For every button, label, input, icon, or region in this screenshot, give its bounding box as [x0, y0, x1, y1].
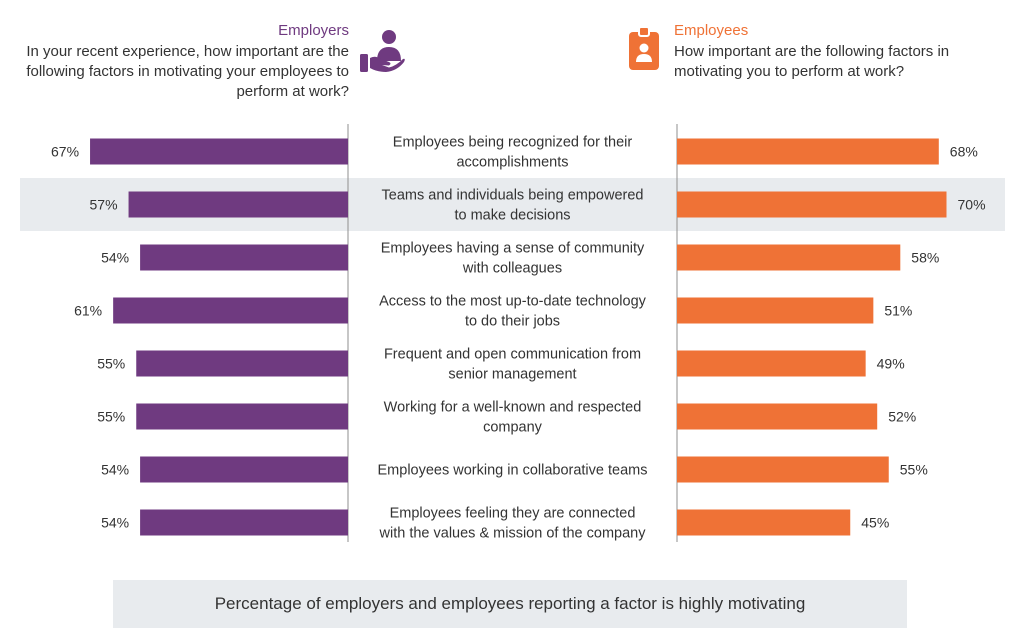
- factor-label: accomplishments: [456, 155, 568, 171]
- factor-label: to make decisions: [454, 208, 570, 224]
- employers-bar: [140, 244, 348, 271]
- employees-value-label: 58%: [911, 250, 939, 266]
- employers-value-label: 54%: [101, 250, 129, 266]
- employers-bar: [136, 350, 348, 377]
- employees-value-label: 52%: [888, 409, 916, 425]
- employees-bar: [677, 456, 889, 483]
- employers-value-label: 57%: [90, 197, 118, 213]
- employees-bar: [677, 244, 901, 271]
- employers-value-label: 67%: [51, 144, 79, 160]
- hand-holding-person-icon: [360, 30, 405, 72]
- employees-value-label: 55%: [900, 462, 928, 478]
- employees-header: Employees How important are the followin…: [674, 20, 1014, 82]
- factor-label: with the values & mission of the company: [379, 526, 647, 542]
- factor-label: Employees working in collaborative teams: [378, 463, 648, 479]
- employers-bar: [140, 456, 348, 483]
- factor-label: Employees having a sense of community: [381, 241, 645, 257]
- factor-label: Working for a well-known and respected: [384, 400, 642, 416]
- factor-label: senior management: [448, 367, 576, 383]
- chart-caption-text: Percentage of employers and employees re…: [214, 594, 806, 613]
- factor-label: Employees being recognized for their: [393, 135, 633, 151]
- factor-label: to do their jobs: [465, 314, 560, 330]
- employees-bar: [677, 350, 866, 377]
- employers-value-label: 55%: [97, 356, 125, 372]
- employees-bar: [677, 138, 939, 165]
- factor-label: Access to the most up-to-date technology: [379, 294, 647, 310]
- employees-value-label: 70%: [958, 197, 986, 213]
- employers-bar: [140, 509, 348, 536]
- employees-value-label: 68%: [950, 144, 978, 160]
- employers-question: In your recent experience, how important…: [26, 43, 349, 100]
- employers-bar: [128, 191, 348, 218]
- employers-bar: [136, 403, 348, 430]
- employers-value-label: 54%: [101, 462, 129, 478]
- employees-bar: [677, 297, 874, 324]
- factor-label: Employees feeling they are connected: [390, 506, 636, 522]
- employers-header: Employers In your recent experience, how…: [20, 20, 349, 102]
- employers-title: Employers: [278, 22, 349, 39]
- employees-title: Employees: [674, 22, 749, 39]
- employers-value-label: 61%: [74, 303, 102, 319]
- factor-label: company: [483, 420, 543, 436]
- employees-bar: [677, 191, 947, 218]
- employers-value-label: 55%: [97, 409, 125, 425]
- factor-label: with colleagues: [462, 261, 562, 277]
- butterfly-bar-chart: 67% 68% Employees being recognized for the…: [20, 124, 1005, 542]
- employees-value-label: 49%: [877, 356, 905, 372]
- factor-label: Frequent and open communication from: [384, 347, 641, 363]
- employees-value-label: 45%: [861, 515, 889, 531]
- employees-bar: [677, 403, 878, 430]
- id-badge-icon: [629, 26, 659, 70]
- employers-bar: [113, 297, 349, 324]
- employees-question: How important are the following factors …: [674, 43, 950, 80]
- employers-bar: [90, 138, 349, 165]
- employers-value-label: 54%: [101, 515, 129, 531]
- factor-label: Teams and individuals being empowered: [382, 188, 644, 204]
- employees-value-label: 51%: [884, 303, 912, 319]
- employees-bar: [677, 509, 851, 536]
- chart-caption: Percentage of employers and employees re…: [113, 580, 907, 628]
